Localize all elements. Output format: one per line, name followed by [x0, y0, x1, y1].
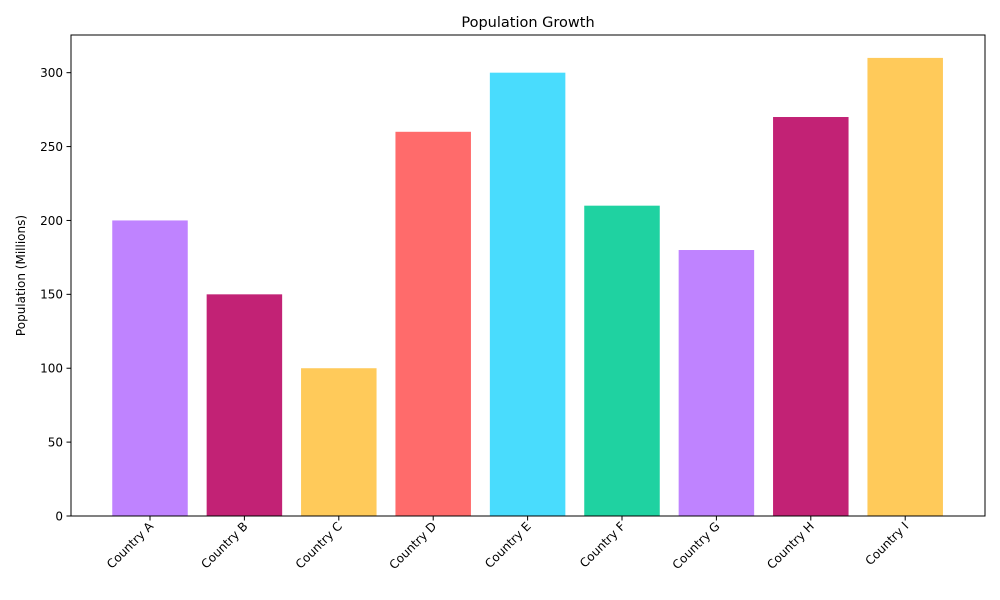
bar — [206, 294, 283, 516]
bar — [489, 72, 566, 517]
bar — [678, 250, 755, 516]
bar — [395, 131, 471, 517]
y-tick-label: 0 — [55, 509, 63, 523]
x-tick-label: Country F — [577, 519, 628, 570]
x-tick-label: Country G — [670, 519, 723, 572]
x-tick-label: Country I — [863, 519, 912, 568]
y-tick-label: 150 — [40, 288, 63, 302]
bar — [584, 205, 660, 516]
y-tick-label: 300 — [40, 66, 63, 80]
bar — [867, 57, 943, 517]
y-tick-label: 50 — [48, 435, 63, 449]
bar — [301, 368, 377, 516]
x-tick-label: Country A — [104, 519, 157, 572]
y-tick-label: 200 — [40, 214, 63, 228]
x-tick-label: Country C — [293, 519, 345, 571]
y-tick-label: 100 — [40, 362, 63, 376]
plot-area: 0 50 100 150 200 250 300 Country A Country B Coun… — [40, 34, 986, 572]
x-tick-label: Country E — [482, 519, 534, 571]
y-tick-label: 250 — [40, 140, 63, 154]
chart-title: Population Growth — [461, 15, 594, 31]
x-tick-label: Country H — [764, 519, 817, 572]
x-tick-label: Country D — [386, 519, 439, 572]
bar — [773, 117, 849, 516]
x-tick-label: Country B — [198, 519, 250, 571]
y-axis-label: Population (Millions) — [14, 215, 28, 336]
bar — [112, 220, 188, 516]
